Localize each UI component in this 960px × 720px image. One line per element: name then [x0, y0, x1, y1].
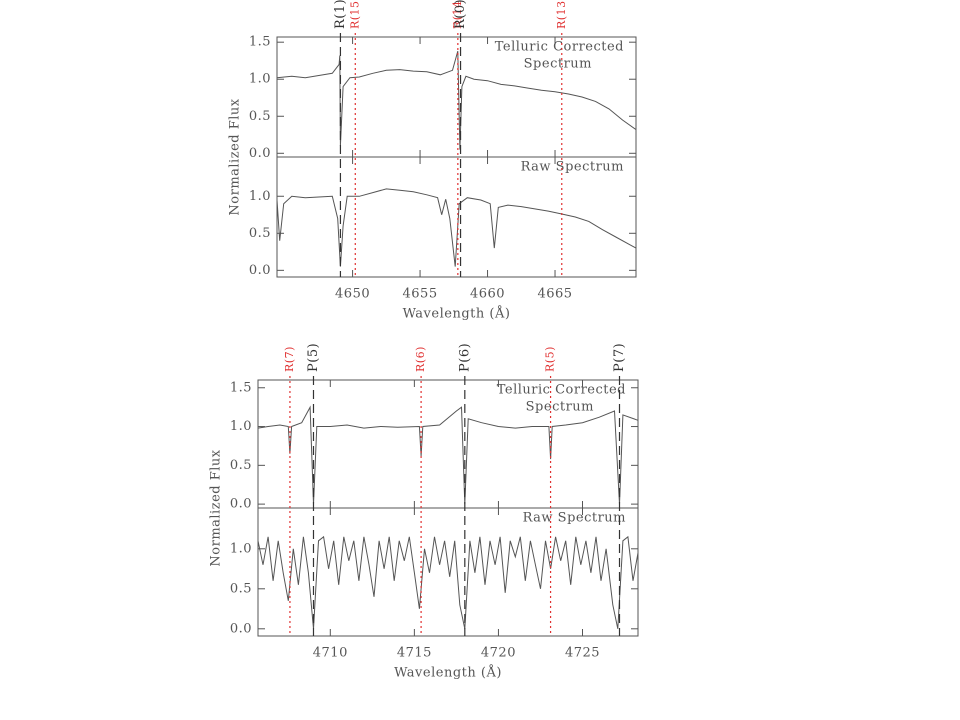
spectrum-line: [276, 50, 637, 150]
y-tick-label: 0.0: [249, 146, 271, 161]
marker-label: R(15): [348, 0, 361, 29]
x-axis-label: Wavelength (Å): [394, 665, 502, 681]
marker-label: R(1): [333, 0, 348, 29]
y-tick-label: 1.0: [249, 189, 271, 204]
panel-label: Telluric Corrected: [495, 40, 624, 55]
x-tick-label: 4650: [335, 287, 370, 302]
x-tick-label: 4655: [403, 287, 438, 302]
panel-label: Telluric Corrected: [497, 383, 626, 398]
marker-label: R(13): [555, 0, 568, 29]
y-axis-label: Normalized Flux: [228, 98, 243, 215]
y-tick-label: 0.0: [230, 621, 252, 636]
x-tick-label: 4715: [397, 646, 432, 661]
y-tick-label: 0.0: [249, 263, 271, 278]
x-tick-label: 4725: [565, 646, 600, 661]
panel-label: Spectrum: [524, 57, 592, 72]
y-tick-label: 0.5: [230, 581, 252, 596]
y-tick-label: 1.5: [230, 380, 252, 395]
panel-label: Raw Spectrum: [521, 160, 624, 175]
spectrum-line: [276, 188, 637, 267]
y-tick-label: 1.0: [230, 419, 252, 434]
y-tick-label: 0.5: [249, 109, 271, 124]
panel-label: Raw Spectrum: [523, 511, 626, 526]
spectrum-line: [257, 405, 639, 505]
spectrum-line: [257, 535, 639, 629]
marker-label: P(5): [306, 343, 321, 372]
x-tick-label: 4710: [313, 646, 348, 661]
marker-label: R(14): [451, 0, 464, 29]
x-tick-label: 4660: [470, 287, 505, 302]
marker-label: P(7): [612, 343, 627, 372]
marker-label: R(7): [283, 346, 296, 372]
panel-label: Spectrum: [526, 400, 594, 415]
marker-label: R(5): [544, 346, 557, 372]
y-tick-label: 0.0: [230, 497, 252, 512]
panel-frame: [276, 156, 637, 278]
y-tick-label: 0.5: [230, 458, 252, 473]
y-tick-label: 1.0: [230, 541, 252, 556]
marker-label: R(6): [414, 346, 427, 372]
panel-frame: [257, 507, 639, 637]
x-axis-label: Wavelength (Å): [403, 306, 511, 322]
y-tick-label: 0.5: [249, 226, 271, 241]
marker-label: P(6): [457, 343, 472, 372]
y-tick-label: 1.0: [249, 72, 271, 87]
y-tick-label: 1.5: [249, 35, 271, 50]
y-axis-label: Normalized Flux: [209, 449, 224, 566]
x-tick-label: 4720: [481, 646, 516, 661]
marker-label: R(0): [453, 0, 468, 29]
x-tick-label: 4665: [537, 287, 572, 302]
